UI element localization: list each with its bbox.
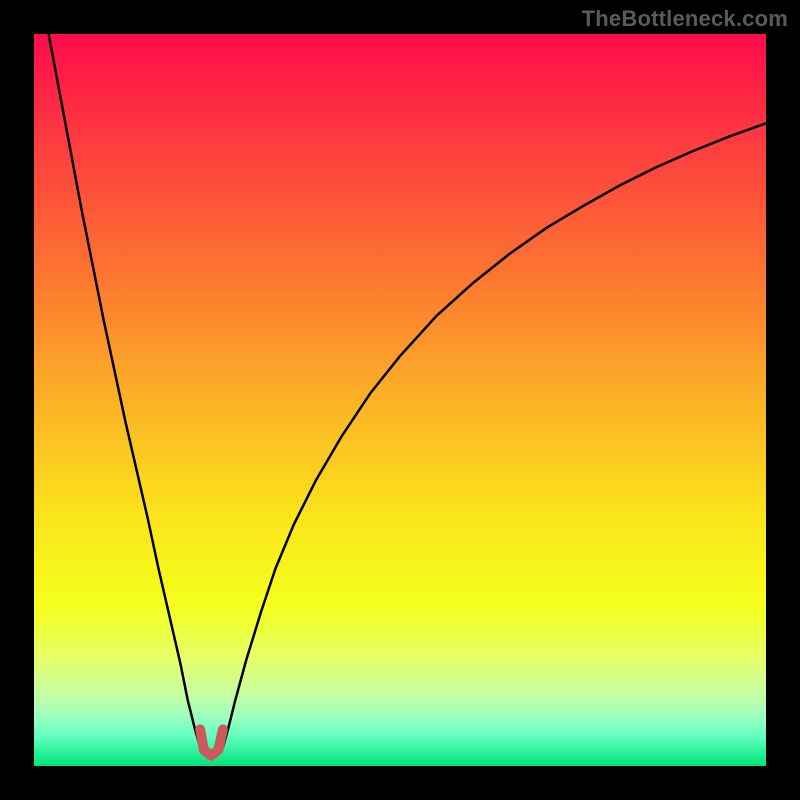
right-curve <box>223 123 766 747</box>
chart-frame: TheBottleneck.com <box>0 0 800 800</box>
trough-overlay <box>200 729 223 755</box>
watermark-text: TheBottleneck.com <box>582 6 788 32</box>
left-curve <box>49 34 201 748</box>
curve-layer <box>34 34 766 766</box>
plot-area <box>34 34 766 766</box>
